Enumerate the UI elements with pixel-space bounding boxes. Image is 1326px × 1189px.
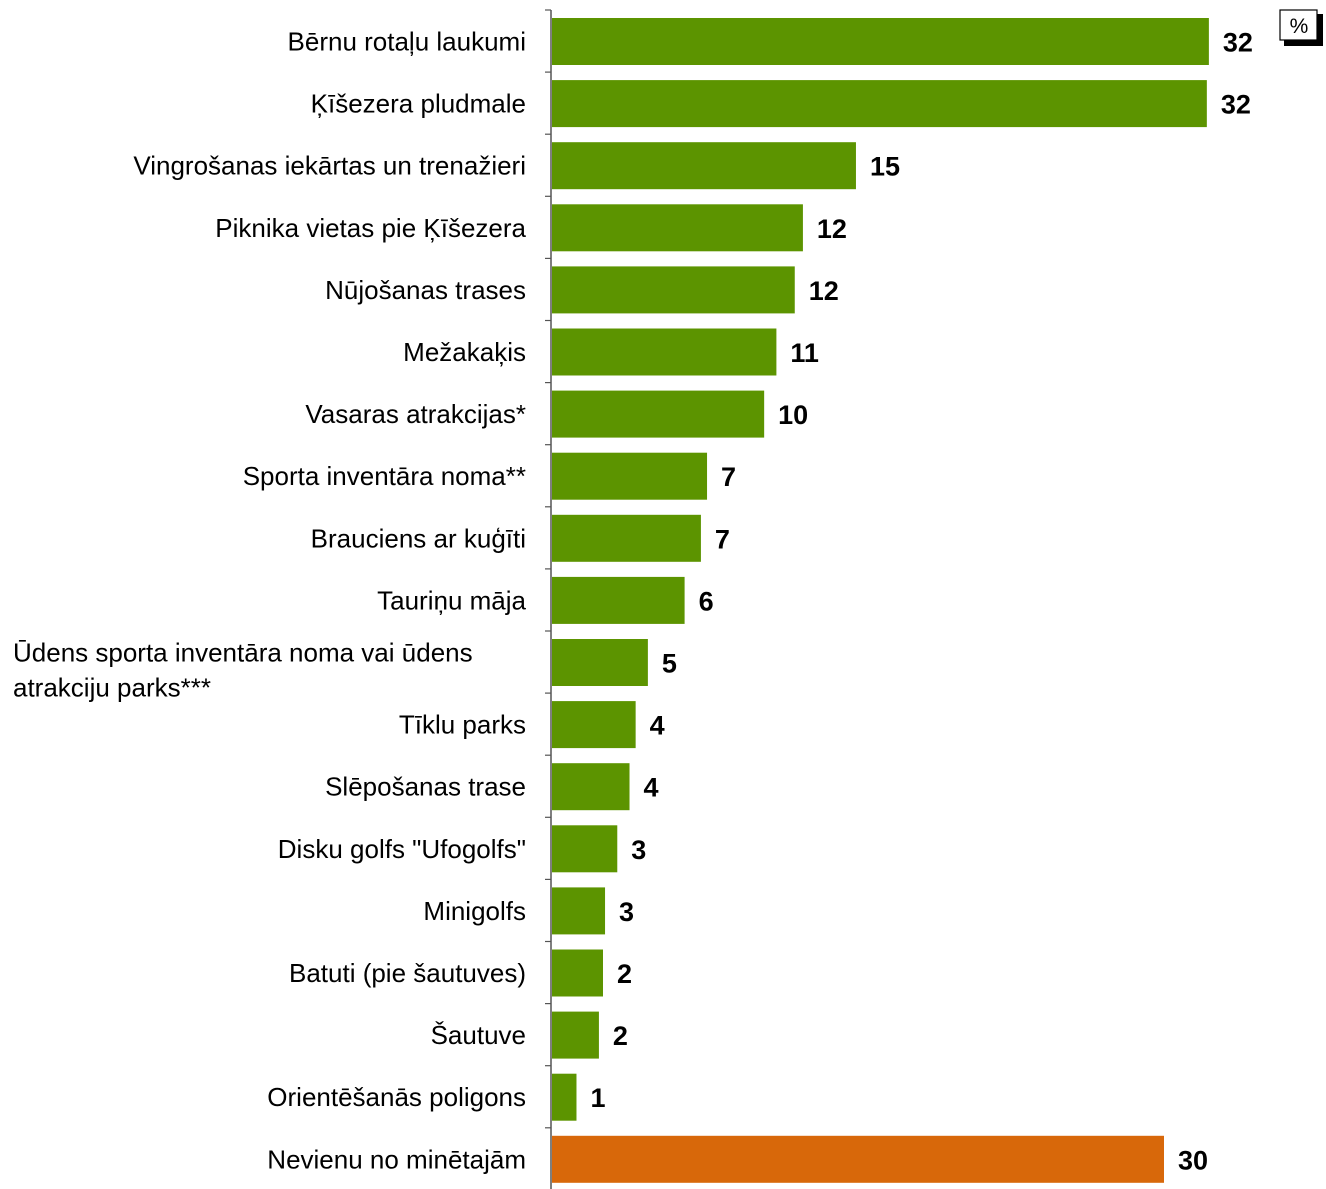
bar (552, 328, 777, 376)
bar (552, 1011, 599, 1059)
value-label: 30 (1178, 1145, 1208, 1175)
category-label: Mežakaķis (403, 337, 526, 367)
bar (552, 949, 603, 997)
bar (552, 763, 630, 811)
bar (552, 80, 1207, 128)
value-label: 4 (644, 773, 659, 803)
value-label: 15 (870, 152, 900, 182)
bar (552, 1135, 1164, 1183)
category-label: Ūdens sporta inventāra noma vai ūdens atr… (13, 638, 473, 703)
category-label: Brauciens ar kuģīti (311, 523, 526, 553)
category-label: Ķīšezera pludmale (311, 89, 526, 119)
bar (552, 701, 636, 749)
value-label: 4 (650, 711, 665, 741)
bar (552, 266, 795, 314)
category-label: Bērnu rotaļu laukumi (288, 27, 526, 57)
bar (552, 825, 618, 873)
unit-box: % (1279, 9, 1323, 46)
category-label: Batuti (pie šautuves) (289, 958, 526, 988)
value-label: 7 (715, 524, 730, 554)
value-label: 32 (1223, 28, 1253, 58)
value-label: 2 (617, 959, 632, 989)
unit-label: % (1290, 15, 1309, 38)
bars (552, 18, 1209, 1183)
category-label: Slēpošanas trase (325, 772, 526, 802)
value-label: 1 (590, 1083, 605, 1113)
value-label: 3 (631, 835, 646, 865)
value-label: 2 (613, 1021, 628, 1051)
value-label: 3 (619, 897, 634, 927)
category-labels: Bērnu rotaļu laukumi Ķīšezera pludmale Vin… (13, 27, 527, 1175)
bar (552, 514, 701, 562)
category-label: Tīklu parks (399, 710, 526, 740)
value-label: 10 (778, 400, 808, 430)
bar (552, 452, 708, 500)
category-label: Sporta inventāra noma** (243, 461, 526, 491)
category-label: Vingrošanas iekārtas un trenažieri (133, 151, 526, 181)
value-label: 12 (809, 276, 839, 306)
bar (552, 887, 606, 935)
category-label: Piknika vietas pie Ķīšezera (215, 213, 526, 243)
bar (552, 390, 765, 438)
bar (552, 576, 685, 624)
bar (552, 142, 856, 190)
bar (552, 639, 648, 686)
value-label: 12 (817, 214, 847, 244)
value-label: 32 (1221, 90, 1251, 120)
category-label: Vasaras atrakcijas* (305, 399, 526, 429)
category-label: Tauriņu māja (377, 585, 526, 615)
category-label: Minigolfs (423, 896, 526, 926)
category-label: Nevienu no minētajām (267, 1144, 526, 1174)
category-label: Nūjošanas trases (325, 275, 526, 305)
bar (552, 18, 1209, 65)
category-label: Disku golfs "Ufogolfs" (278, 834, 526, 864)
category-label: Orientēšanās poligons (267, 1082, 526, 1112)
axis-ticks (545, 9, 551, 1129)
value-label: 6 (699, 586, 714, 616)
category-label: Šautuve (431, 1020, 526, 1050)
value-label: 11 (790, 338, 819, 368)
value-label: 5 (662, 649, 677, 679)
value-label: 7 (721, 462, 736, 492)
bar (552, 1073, 577, 1121)
bar (552, 204, 803, 252)
